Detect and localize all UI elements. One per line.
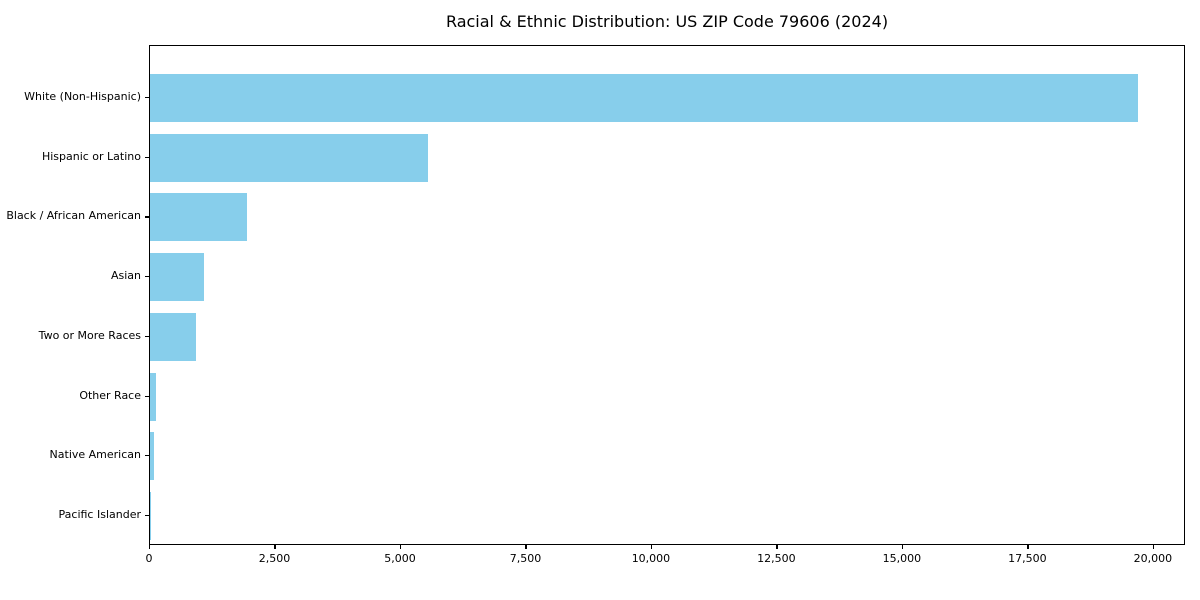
y-tick-label: Asian	[110, 269, 141, 283]
y-tick-label: Native American	[49, 448, 141, 462]
bar-asian	[150, 253, 205, 302]
y-tick-mark	[145, 276, 149, 278]
y-tick-label: Hispanic or Latino	[41, 149, 141, 163]
x-tick-mark	[149, 545, 151, 549]
x-tick-label: 7,500	[509, 552, 542, 565]
plot-area	[149, 45, 1185, 545]
chart-title: Racial & Ethnic Distribution: US ZIP Cod…	[445, 12, 889, 31]
x-tick-label: 17,500	[1008, 552, 1047, 565]
x-tick-mark	[776, 545, 778, 549]
y-tick-label: Two or More Races	[38, 328, 141, 342]
bar-pacific-islander	[150, 491, 151, 540]
x-tick-mark	[525, 545, 527, 549]
x-tick-mark	[274, 545, 276, 549]
x-tick-mark	[1027, 545, 1029, 549]
y-tick-mark	[145, 97, 149, 99]
x-tick-mark	[399, 545, 402, 549]
bar-other-race	[150, 372, 157, 421]
y-tick-label: Pacific Islander	[58, 507, 141, 521]
x-tick-label: 20,000	[1133, 552, 1173, 565]
y-tick-label: Other Race	[79, 388, 141, 402]
y-tick-mark	[145, 216, 149, 218]
x-tick-label: 0	[145, 552, 153, 565]
x-tick-label: 5,000	[384, 552, 416, 565]
y-tick-mark	[145, 395, 149, 397]
y-tick-label: White (Non-Hispanic)	[24, 90, 141, 103]
bar-white-non-hispanic	[150, 74, 1138, 122]
bar-hispanic-or-latino	[150, 133, 429, 182]
x-tick-mark	[1152, 545, 1155, 549]
y-tick-mark	[145, 455, 149, 457]
y-tick-mark	[145, 335, 149, 337]
bar-native-american	[150, 432, 154, 481]
x-tick-mark	[901, 545, 904, 549]
x-tick-label: 12,500	[757, 552, 796, 565]
bar-two-or-more-races	[150, 312, 197, 361]
x-tick-mark	[650, 545, 653, 549]
x-tick-label: 2,500	[258, 552, 291, 565]
bar-black-african-american	[150, 193, 247, 242]
y-tick-mark	[145, 514, 149, 517]
y-tick-label: Black / African American	[6, 209, 141, 223]
y-tick-mark	[145, 156, 149, 158]
x-tick-label: 15,000	[882, 552, 922, 565]
x-tick-label: 10,000	[631, 552, 671, 565]
